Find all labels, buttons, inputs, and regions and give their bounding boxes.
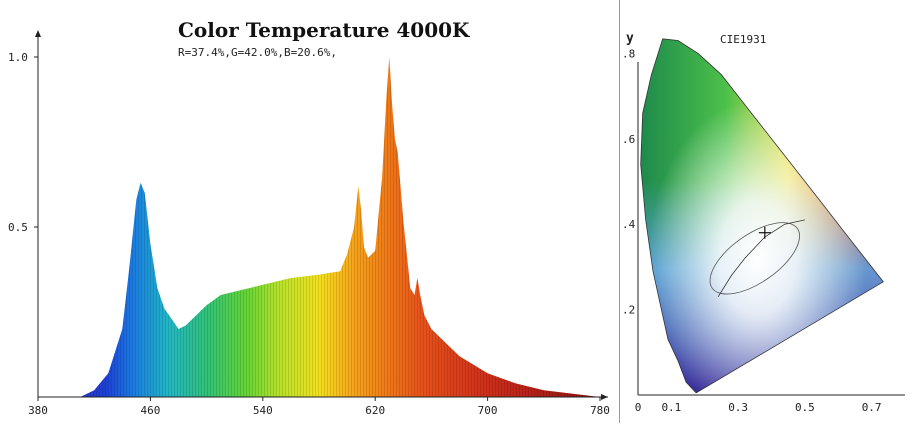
x-tick-label: 620 (365, 404, 385, 417)
x-tick-label: 700 (478, 404, 498, 417)
cie-x-tick-label: 0.7 (862, 401, 882, 414)
cie-gamut-outline (640, 38, 884, 394)
x-tick-label: 780 (590, 404, 610, 417)
planckian-locus (717, 219, 805, 298)
cie-x-tick-label: 0.5 (795, 401, 815, 414)
cie-y-tick-label: .8 (622, 47, 635, 60)
chart-title: Color Temperature 4000K (178, 18, 470, 42)
cie-y-tick-label: .6 (622, 133, 635, 146)
panel-divider (619, 0, 620, 423)
x-tick-label: 540 (253, 404, 273, 417)
cie-panel: 0 0.1 0.3 0.5 0.7 .2 .4 .6 .8 y CIE1931 (620, 0, 914, 423)
cie-x-tick-label: 0.1 (661, 401, 681, 414)
cie-y-tick-label: .4 (622, 218, 636, 231)
y-axis-arrow (35, 30, 41, 37)
cie-x-tick-label: 0.3 (728, 401, 748, 414)
cie-white-region (709, 222, 800, 295)
y-tick-label: 1.0 (8, 51, 28, 64)
y-tick-label: 0.5 (8, 221, 28, 234)
spectrum-chart: 380 460 540 620 700 780 0.5 1.0 (8, 30, 610, 417)
cie-title: CIE1931 (720, 33, 767, 46)
rgb-ratio-subtitle: R=37.4%,G=42.0%,B=20.6%, (178, 46, 337, 59)
x-tick-label: 380 (28, 404, 48, 417)
cie-y-tick-label: .2 (622, 304, 635, 317)
cie-x-tick-label: 0 (635, 401, 642, 414)
spectrum-stripes (38, 57, 600, 397)
spectrum-panel: 380 460 540 620 700 780 0.5 1.0 Color Temperatu… (8, 18, 610, 417)
x-tick-label: 460 (140, 404, 160, 417)
cie-y-axis-label: y (626, 31, 634, 46)
x-axis-arrow (601, 394, 608, 400)
cie-diagram: 0 0.1 0.3 0.5 0.7 .2 .4 .6 .8 (622, 38, 905, 414)
